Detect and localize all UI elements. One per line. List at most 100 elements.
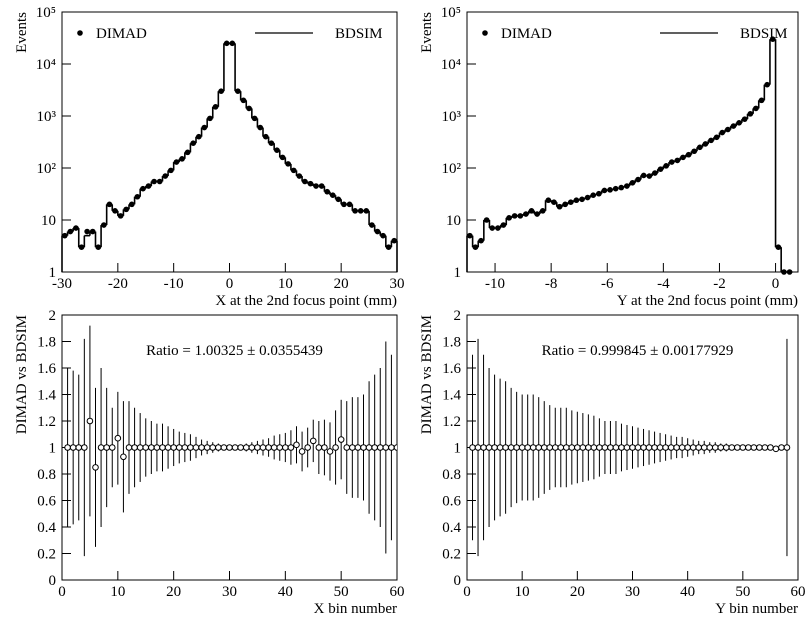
data-point — [203, 444, 211, 451]
data-point — [502, 444, 509, 451]
data-point — [125, 444, 133, 451]
panel: 0 10 20 30 40 50 60 0 0.2 0.4 0.6 0.8 1 1.2 1.4 1.6 1.8 2… — [14, 308, 405, 617]
data-point — [524, 444, 531, 451]
data-point — [540, 444, 548, 451]
y-tick-label: 0.6 — [37, 494, 56, 510]
y-tick-label: 0.4 — [442, 520, 461, 536]
data-point — [287, 444, 295, 451]
x-tick-label: 40 — [680, 584, 695, 600]
y-tick-label: 1 — [454, 265, 462, 281]
data-point — [618, 444, 625, 451]
data-point — [529, 444, 537, 451]
data-point — [103, 444, 110, 451]
x-tick-label: 60 — [390, 584, 405, 600]
y-tick-label: 10² — [37, 161, 57, 177]
data-point — [667, 444, 675, 451]
data-point — [276, 444, 284, 451]
data-point — [728, 444, 736, 451]
data-point — [717, 444, 725, 451]
y-tick-label: 2 — [49, 308, 57, 324]
data-point — [248, 444, 256, 451]
x-tick-label: 20 — [570, 584, 585, 600]
data-point — [750, 444, 758, 451]
data-point — [81, 444, 88, 451]
x-tick-label: 0 — [463, 584, 471, 600]
data-point — [382, 444, 390, 451]
y-tick-label: 1 — [49, 265, 57, 281]
panel: -30 -20 -10 0 10 20 30 1 10 10² 10³ 10⁴ 10⁵ X at the … — [14, 5, 405, 309]
data-point — [215, 444, 222, 451]
data-point — [69, 444, 77, 451]
data-point — [231, 444, 239, 451]
x-axis-label: Y bin number — [715, 601, 798, 617]
x-tick-label: -10 — [164, 276, 184, 292]
data-point — [343, 444, 351, 451]
y-axis-label: Events — [419, 12, 435, 53]
data-point — [480, 444, 487, 451]
x-axis-label: X bin number — [314, 601, 397, 617]
y-tick-label: 1.2 — [37, 414, 56, 430]
data-point — [518, 444, 526, 451]
data-point — [734, 444, 741, 451]
data-point — [778, 444, 785, 451]
data-point — [695, 444, 703, 451]
data-point — [722, 444, 730, 451]
y-tick-label: 1.4 — [442, 388, 461, 404]
annotation: Ratio = 1.00325 ± 0.0355439 — [146, 343, 323, 359]
x-tick-label: 10 — [515, 584, 530, 600]
data-point — [159, 444, 166, 451]
data-point — [170, 444, 177, 451]
data-point — [242, 444, 250, 451]
x-tick-label: 30 — [390, 276, 405, 292]
error-bars — [64, 325, 397, 557]
y-tick-label: 10 — [446, 213, 461, 229]
x-tick-label: -30 — [52, 276, 72, 292]
legend-swatch — [77, 30, 83, 36]
annotation: Ratio = 0.999845 ± 0.00177929 — [542, 343, 734, 359]
x-tick-label: 50 — [735, 584, 750, 600]
y-tick-label: 10³ — [442, 109, 462, 125]
data-point — [282, 444, 289, 451]
data-point — [711, 444, 719, 451]
data-point — [574, 444, 581, 451]
y-tick-label: 0.8 — [442, 467, 461, 483]
x-axis-label: X at the 2nd focus point (mm) — [215, 293, 397, 309]
data-point — [678, 444, 686, 451]
x-tick-label: 30 — [625, 584, 640, 600]
y-tick-label: 10⁴ — [441, 57, 461, 73]
data-point — [601, 444, 609, 451]
data-point — [75, 444, 83, 451]
y-tick-label: 1.8 — [37, 335, 56, 351]
data-point — [64, 444, 71, 451]
data-point — [485, 444, 493, 451]
data-point — [585, 444, 592, 451]
y-tick-label: 0.2 — [37, 547, 56, 563]
data-point — [181, 444, 189, 451]
x-tick-label: 10 — [110, 584, 125, 600]
data-point — [237, 444, 244, 451]
data-point — [198, 444, 205, 451]
data-point — [108, 444, 116, 451]
data-point — [136, 444, 144, 451]
x-tick-label: 20 — [166, 584, 181, 600]
data-point — [393, 444, 397, 451]
data-point — [131, 444, 138, 451]
data-point — [365, 444, 373, 451]
y-tick-label: 1 — [49, 441, 57, 457]
data-point — [673, 444, 680, 451]
data-point — [612, 444, 620, 451]
data-point — [706, 444, 714, 451]
data-point — [209, 444, 217, 451]
data-point — [254, 444, 261, 451]
panel: -10 -8 -6 -4 -2 0 1 10 10² 10³ 10⁴ 10⁵ Y at the 2nd … — [419, 5, 799, 309]
data-point — [783, 444, 791, 451]
data-point — [546, 444, 554, 451]
y-tick-label: 0 — [454, 573, 462, 589]
y-tick-label: 0.6 — [442, 494, 461, 510]
legend-swatch — [482, 30, 488, 36]
data-point — [756, 444, 763, 451]
data-point — [388, 444, 395, 451]
data-point — [513, 444, 520, 451]
x-tick-label: -8 — [545, 276, 558, 292]
